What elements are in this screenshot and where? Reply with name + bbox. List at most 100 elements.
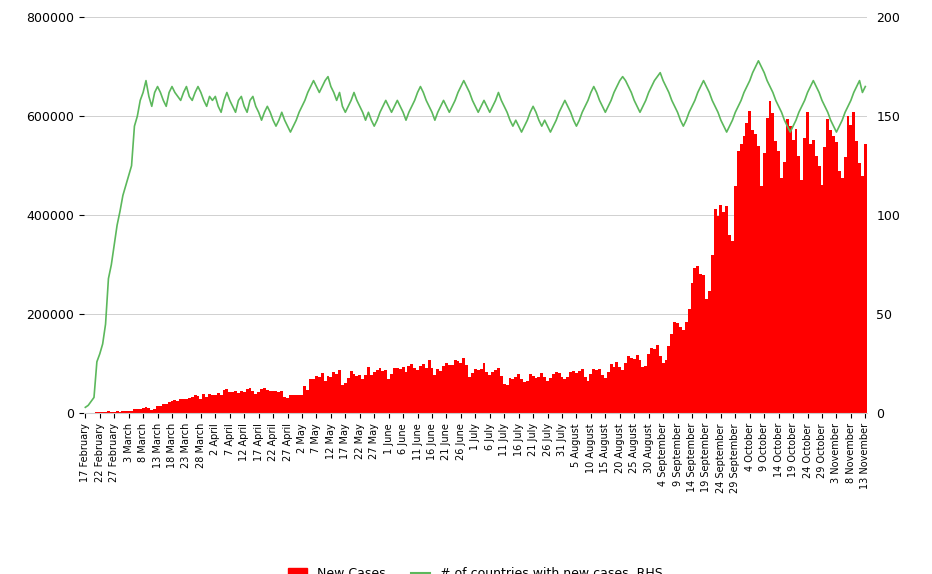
Bar xyxy=(242,391,246,413)
Bar xyxy=(318,377,321,413)
Bar xyxy=(725,206,728,413)
Bar xyxy=(213,394,217,413)
Bar xyxy=(471,374,473,413)
Bar xyxy=(329,377,333,413)
Bar xyxy=(612,367,615,413)
Bar xyxy=(731,241,733,413)
Bar xyxy=(572,371,575,413)
Bar xyxy=(381,371,384,413)
Bar xyxy=(746,123,748,413)
Bar xyxy=(630,358,633,413)
Bar xyxy=(281,391,283,413)
Bar xyxy=(861,176,864,413)
Bar xyxy=(760,185,762,413)
Bar xyxy=(560,377,564,413)
Bar xyxy=(766,118,769,413)
Bar xyxy=(436,369,439,413)
Bar xyxy=(257,392,260,413)
Bar xyxy=(315,376,318,413)
Bar xyxy=(191,397,194,413)
Bar xyxy=(300,395,304,413)
Bar xyxy=(341,385,344,413)
Bar xyxy=(659,356,662,413)
Bar xyxy=(226,389,228,413)
Bar xyxy=(549,378,552,413)
Bar xyxy=(838,170,841,413)
Bar xyxy=(312,379,315,413)
Bar xyxy=(240,391,242,413)
Bar xyxy=(827,119,829,413)
Bar xyxy=(751,130,754,413)
Bar xyxy=(254,394,257,413)
Bar xyxy=(185,399,188,413)
Bar xyxy=(708,292,711,413)
Bar xyxy=(147,408,150,413)
Bar xyxy=(223,390,226,413)
Bar xyxy=(699,274,702,413)
Bar xyxy=(581,370,583,413)
Bar xyxy=(717,216,720,413)
Bar xyxy=(667,346,670,413)
Bar xyxy=(653,348,656,413)
Bar xyxy=(856,141,858,413)
Bar xyxy=(473,369,477,413)
Bar xyxy=(454,360,457,413)
Bar xyxy=(711,255,714,413)
Bar xyxy=(323,381,326,413)
Bar xyxy=(387,379,391,413)
Bar xyxy=(113,412,116,413)
Bar xyxy=(502,383,506,413)
Bar xyxy=(459,363,462,413)
Bar xyxy=(676,323,679,413)
Bar xyxy=(344,383,347,413)
Bar xyxy=(118,412,121,413)
Bar xyxy=(391,374,393,413)
Bar xyxy=(107,412,110,413)
Bar xyxy=(618,367,622,413)
Bar xyxy=(846,116,849,413)
Bar xyxy=(555,373,557,413)
Bar xyxy=(376,370,378,413)
Bar xyxy=(347,378,350,413)
Bar xyxy=(234,391,237,413)
Bar xyxy=(702,275,705,413)
Legend: New Cases, # of countries with new cases, RHS: New Cases, # of countries with new cases… xyxy=(283,563,667,574)
Bar xyxy=(220,395,223,413)
Bar xyxy=(644,366,647,413)
Bar xyxy=(564,379,567,413)
Bar xyxy=(662,363,665,413)
Bar xyxy=(737,152,740,413)
Bar xyxy=(517,374,520,413)
Bar xyxy=(197,395,199,413)
Bar xyxy=(593,369,596,413)
Bar xyxy=(780,177,783,413)
Bar xyxy=(849,125,853,413)
Bar xyxy=(98,412,102,413)
Bar xyxy=(604,378,607,413)
Bar xyxy=(182,398,185,413)
Bar xyxy=(289,395,292,413)
Bar xyxy=(338,370,341,413)
Bar xyxy=(506,385,509,413)
Bar xyxy=(679,327,682,413)
Bar xyxy=(714,209,717,413)
Bar xyxy=(651,348,653,413)
Bar xyxy=(722,212,725,413)
Bar xyxy=(121,412,124,413)
Bar xyxy=(829,130,832,413)
Bar xyxy=(774,141,777,413)
Bar xyxy=(638,360,641,413)
Bar xyxy=(266,390,268,413)
Bar xyxy=(705,300,708,413)
Bar xyxy=(798,156,801,413)
Bar xyxy=(769,102,772,413)
Bar xyxy=(350,371,352,413)
Bar xyxy=(720,205,722,413)
Bar xyxy=(445,363,448,413)
Bar xyxy=(743,136,746,413)
Bar xyxy=(399,369,402,413)
Bar xyxy=(543,377,546,413)
Bar xyxy=(139,409,142,413)
Bar xyxy=(480,369,483,413)
Bar xyxy=(497,369,500,413)
